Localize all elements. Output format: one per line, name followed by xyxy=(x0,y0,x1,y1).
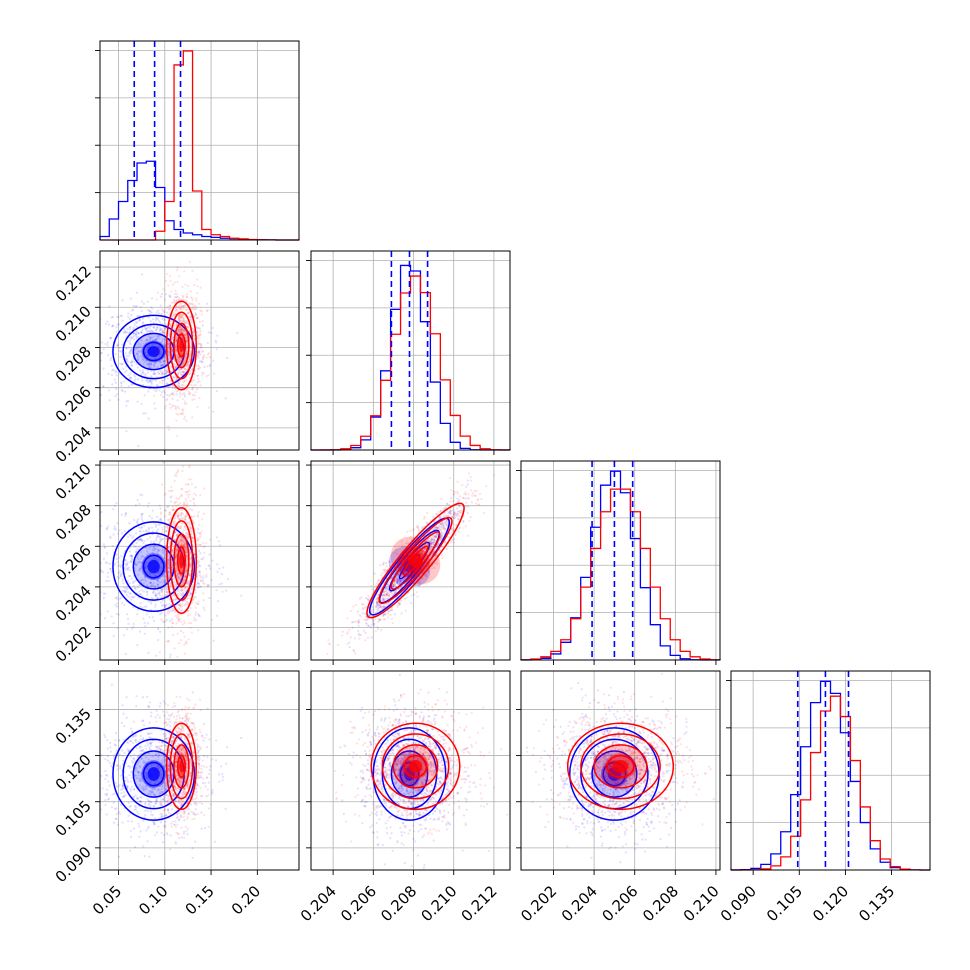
x-tick-label-0-0: 0.05 xyxy=(89,882,125,918)
panel-3-0 xyxy=(99,670,300,871)
y-tick-label-2-4: 0.210 xyxy=(52,460,95,503)
hist-red-1 xyxy=(310,275,511,451)
x-tick-label-2-1: 0.204 xyxy=(558,882,601,925)
y-tick-label-1-4: 0.212 xyxy=(52,262,95,305)
diag-frame-1 xyxy=(310,250,511,451)
x-tick-label-0-1: 0.10 xyxy=(135,882,171,918)
x-tick-label-1-2: 0.208 xyxy=(377,882,420,925)
x-tick-label-3-2: 0.120 xyxy=(809,882,852,925)
x-tick-label-1-4: 0.212 xyxy=(458,882,501,925)
density-blue-3-0 xyxy=(133,750,175,798)
x-tick-label-3-0: 0.090 xyxy=(717,882,760,925)
panel-1-0 xyxy=(99,250,300,451)
hist-red-3 xyxy=(730,695,931,871)
x-tick-label-0-3: 0.20 xyxy=(228,882,264,918)
y-tick-label-3-2: 0.120 xyxy=(52,751,95,794)
y-tick-label-3-1: 0.105 xyxy=(52,797,95,840)
diag-frame-2 xyxy=(520,460,721,661)
panel-frame-2-0 xyxy=(99,460,300,661)
panel-frame-3-1 xyxy=(310,670,511,871)
x-tick-label-2-2: 0.206 xyxy=(598,882,641,925)
diag-grid-2 xyxy=(516,461,720,660)
y-tick-label-2-0: 0.202 xyxy=(52,623,95,666)
diag-grid-3 xyxy=(726,671,930,870)
diag-frame-3 xyxy=(730,670,931,871)
x-tick-label-2-4: 0.210 xyxy=(680,882,723,925)
y-tick-label-2-2: 0.206 xyxy=(52,541,95,584)
contours-red-3-0 xyxy=(165,722,198,811)
diag-grid-0 xyxy=(95,41,299,240)
y-tick-label-3-3: 0.135 xyxy=(52,705,95,748)
panel-2-1 xyxy=(310,460,511,661)
x-tick-label-0-2: 0.15 xyxy=(182,882,218,918)
density-red-3-1 xyxy=(393,744,438,788)
density-blue-1-0 xyxy=(133,333,175,370)
diag-grid-1 xyxy=(306,251,510,450)
x-tick-label-3-1: 0.105 xyxy=(763,882,806,925)
contours-red-1-0 xyxy=(165,300,198,391)
hist-blue-0 xyxy=(99,160,300,241)
density-red-3-2 xyxy=(594,744,647,788)
x-tick-label-1-0: 0.204 xyxy=(297,882,340,925)
y-tick-label-1-3: 0.210 xyxy=(52,302,95,345)
contours-red-3-1 xyxy=(370,722,461,811)
y-tick-label-1-1: 0.206 xyxy=(52,383,95,426)
contours-red-3-2 xyxy=(566,722,675,811)
x-tick-label-2-3: 0.208 xyxy=(639,882,682,925)
panel-frame-3-2 xyxy=(520,670,721,871)
panel-frame-1-0 xyxy=(99,250,300,451)
panel-3-2 xyxy=(520,670,721,871)
hist-red-2 xyxy=(520,488,721,661)
panel-frame-2-1 xyxy=(310,460,511,661)
y-tick-label-2-3: 0.208 xyxy=(52,501,95,544)
density-blue-2-0 xyxy=(133,544,175,589)
x-tick-label-3-3: 0.135 xyxy=(855,882,898,925)
contours-red-2-0 xyxy=(165,506,198,615)
x-tick-label-1-1: 0.206 xyxy=(337,882,380,925)
x-tick-label-1-3: 0.210 xyxy=(417,882,460,925)
y-tick-label-1-0: 0.204 xyxy=(52,423,95,466)
panel-3-1 xyxy=(310,670,511,871)
y-tick-label-3-0: 0.090 xyxy=(52,843,95,886)
y-tick-label-1-2: 0.208 xyxy=(52,343,95,386)
x-tick-label-2-0: 0.202 xyxy=(517,882,560,925)
contours-red-2-1 xyxy=(366,502,465,619)
diag-frame-0 xyxy=(99,40,300,241)
y-tick-label-2-1: 0.204 xyxy=(52,582,95,625)
panel-2-0 xyxy=(99,460,300,661)
panel-frame-3-0 xyxy=(99,670,300,871)
